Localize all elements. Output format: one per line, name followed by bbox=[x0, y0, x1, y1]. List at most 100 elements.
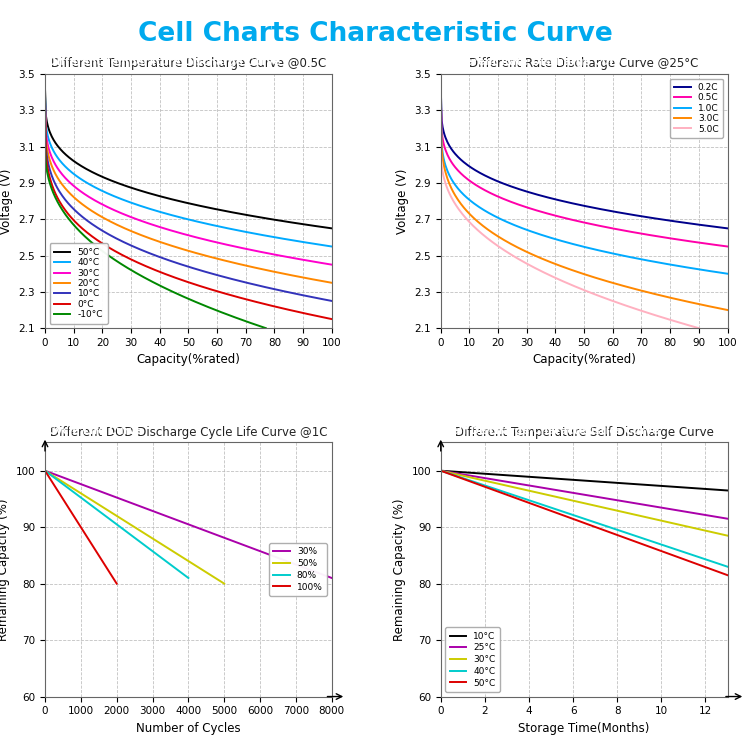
50°C bbox=[40, 84, 50, 93]
0.2C bbox=[723, 224, 732, 233]
Line: 0°C: 0°C bbox=[45, 114, 332, 319]
Line: 5.0C: 5.0C bbox=[441, 147, 699, 328]
Title: Different Temperature Discharge Curve @0.5C: Different Temperature Discharge Curve @0… bbox=[51, 57, 326, 70]
Text: Self Discharge Characteristics Curve: Self Discharge Characteristics Curve bbox=[444, 425, 659, 436]
Y-axis label: Remaining Capacity (%): Remaining Capacity (%) bbox=[393, 498, 406, 641]
Line: 10°C: 10°C bbox=[45, 110, 332, 301]
Line: -10°C: -10°C bbox=[45, 143, 266, 328]
Legend: 0.2C, 0.5C, 1.0C, 3.0C, 5.0C: 0.2C, 0.5C, 1.0C, 3.0C, 5.0C bbox=[670, 79, 723, 138]
40°C bbox=[301, 238, 310, 247]
30°C bbox=[282, 253, 291, 262]
Text: Cycle Life Curve: Cycle Life Curve bbox=[49, 425, 143, 436]
20°C bbox=[41, 136, 50, 144]
80% bbox=[184, 574, 193, 582]
5.0C bbox=[589, 290, 598, 299]
10°C bbox=[41, 143, 50, 152]
1.0C bbox=[607, 249, 616, 258]
1.0C bbox=[696, 265, 705, 274]
5.0C bbox=[590, 290, 599, 299]
-10°C bbox=[41, 158, 50, 167]
Title: Different Rate Discharge Curve @25°C: Different Rate Discharge Curve @25°C bbox=[470, 57, 699, 70]
20°C bbox=[327, 279, 336, 288]
5.0C bbox=[670, 316, 680, 325]
-10°C bbox=[241, 316, 250, 325]
5.0C bbox=[594, 291, 603, 300]
0°C bbox=[301, 309, 310, 318]
50°C bbox=[327, 224, 336, 233]
40°C bbox=[211, 222, 220, 230]
20°C bbox=[210, 253, 219, 262]
3.0C bbox=[723, 305, 732, 314]
30°C bbox=[40, 97, 50, 106]
Line: 3.0C: 3.0C bbox=[441, 110, 728, 310]
-10°C bbox=[40, 139, 50, 147]
Y-axis label: Remaining Capacity (%): Remaining Capacity (%) bbox=[0, 498, 10, 641]
0°C bbox=[40, 110, 50, 119]
0.5C bbox=[436, 91, 445, 100]
0.2C bbox=[437, 116, 446, 125]
20°C bbox=[282, 270, 291, 279]
Line: 50%: 50% bbox=[45, 471, 224, 584]
Line: 40°C: 40°C bbox=[45, 96, 332, 247]
Title: Different DOD Discharge Cycle Life Curve @1C: Different DOD Discharge Cycle Life Curve… bbox=[50, 425, 327, 439]
-10°C bbox=[226, 311, 236, 320]
3.0C bbox=[612, 279, 621, 288]
3.0C bbox=[607, 278, 616, 287]
-10°C bbox=[172, 289, 181, 298]
50% bbox=[220, 579, 229, 588]
30°C bbox=[216, 239, 225, 247]
0°C bbox=[41, 150, 50, 159]
30°C bbox=[210, 237, 219, 246]
10°C bbox=[282, 288, 291, 296]
Legend: 10°C, 25°C, 30°C, 40°C, 50°C: 10°C, 25°C, 30°C, 40°C, 50°C bbox=[446, 627, 500, 692]
40°C bbox=[216, 222, 225, 231]
100% bbox=[112, 579, 122, 588]
3.0C bbox=[678, 296, 687, 305]
0.2C bbox=[612, 207, 621, 216]
50°C bbox=[211, 205, 220, 213]
0.5C bbox=[696, 239, 705, 247]
3.0C bbox=[437, 145, 446, 154]
Line: 50°C: 50°C bbox=[45, 89, 332, 228]
0.5C bbox=[437, 127, 446, 136]
0°C bbox=[282, 305, 291, 313]
30°C bbox=[301, 256, 310, 265]
50°C bbox=[216, 205, 225, 214]
Legend: 50°C, 40°C, 30°C, 20°C, 10°C, 0°C, -10°C: 50°C, 40°C, 30°C, 20°C, 10°C, 0°C, -10°C bbox=[50, 244, 107, 324]
-10°C bbox=[171, 289, 180, 298]
Line: 0.5C: 0.5C bbox=[441, 96, 728, 247]
100% bbox=[40, 466, 50, 475]
10°C bbox=[301, 291, 310, 300]
0.2C bbox=[606, 207, 615, 216]
20°C bbox=[40, 101, 50, 110]
20°C bbox=[216, 255, 225, 264]
1.0C bbox=[678, 262, 687, 271]
20°C bbox=[301, 273, 310, 282]
Text: Cell Charts Characteristic Curve: Cell Charts Characteristic Curve bbox=[138, 21, 612, 47]
40°C bbox=[40, 91, 50, 100]
X-axis label: Storage Time(Months): Storage Time(Months) bbox=[518, 722, 650, 735]
-10°C bbox=[176, 290, 184, 299]
30°C bbox=[41, 129, 50, 138]
10°C bbox=[211, 270, 220, 279]
0.2C bbox=[436, 82, 445, 91]
0°C bbox=[327, 315, 336, 324]
40°C bbox=[327, 242, 336, 251]
Line: 100%: 100% bbox=[45, 471, 117, 584]
0.2C bbox=[678, 218, 687, 227]
5.0C bbox=[694, 324, 703, 333]
0.2C bbox=[696, 221, 705, 230]
0.5C bbox=[678, 236, 687, 245]
X-axis label: Capacity(%rated): Capacity(%rated) bbox=[532, 353, 636, 367]
0.5C bbox=[612, 225, 621, 233]
Text: Different Rate Discharge Curve: Different Rate Discharge Curve bbox=[444, 57, 628, 67]
1.0C bbox=[436, 101, 445, 110]
3.0C bbox=[606, 278, 615, 287]
10°C bbox=[216, 271, 225, 280]
0.5C bbox=[606, 224, 615, 233]
Line: 80%: 80% bbox=[45, 471, 188, 578]
1.0C bbox=[437, 141, 446, 150]
0°C bbox=[211, 286, 220, 295]
20°C bbox=[211, 254, 220, 263]
5.0C bbox=[654, 312, 663, 321]
